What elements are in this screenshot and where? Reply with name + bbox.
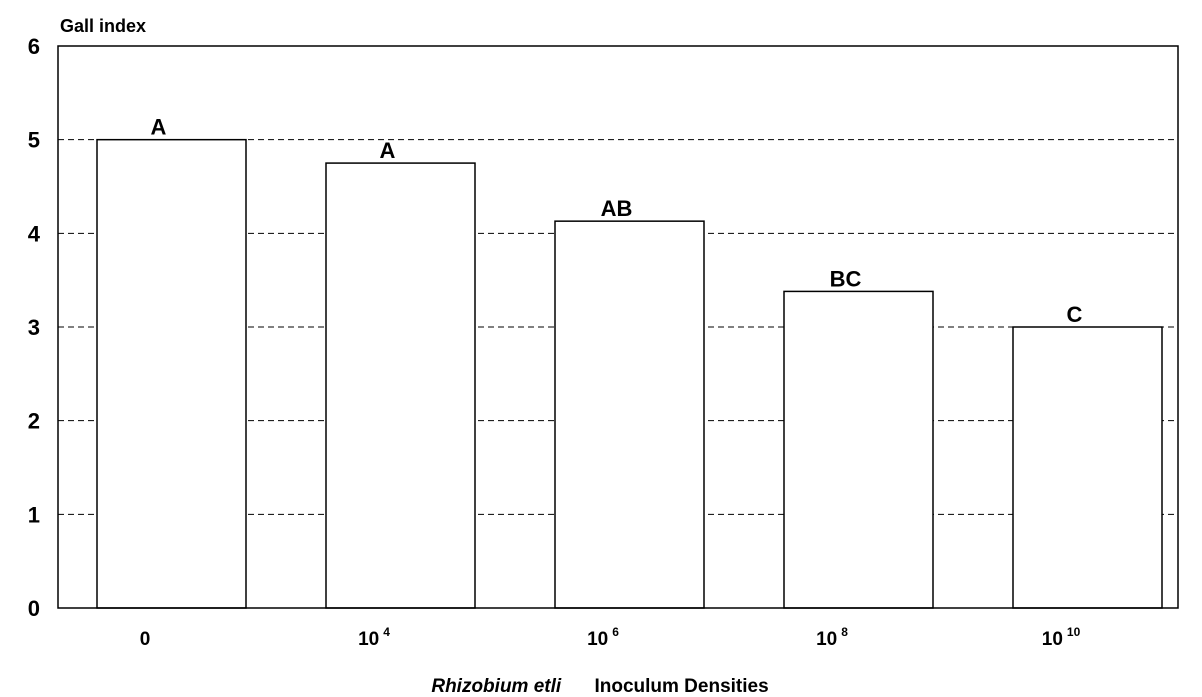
- x-tick-labels: 0 10 4 10 6 10 8 10 10: [140, 625, 1081, 650]
- bar-group-label: C: [1067, 302, 1083, 327]
- group-labels: A A AB BC C: [151, 115, 1083, 327]
- bar: [325, 162, 476, 609]
- bars: [96, 138, 1163, 609]
- y-tick-label: 1: [28, 502, 40, 527]
- x-axis-label-italic: Rhizobium etli: [431, 676, 562, 697]
- bar: [1012, 326, 1163, 609]
- x-axis-label-main: Inoculum Densities: [594, 676, 768, 697]
- y-tick-label: 5: [28, 128, 40, 153]
- bar: [554, 220, 705, 609]
- y-tick-label: 6: [28, 34, 40, 59]
- bar: [783, 290, 934, 609]
- bar-group-label: AB: [601, 196, 633, 221]
- y-tick-label: 2: [28, 409, 40, 434]
- x-tick-label: 10 6: [587, 625, 619, 650]
- y-axis-label: Gall index: [60, 16, 146, 36]
- plot-frame: [57, 45, 1179, 609]
- x-tick-label: 10 8: [816, 625, 848, 650]
- y-tick-label: 0: [28, 596, 40, 621]
- x-axis-label: Rhizobium etli Inoculum Densities: [431, 676, 768, 697]
- bar-group-label: BC: [830, 266, 862, 291]
- x-tick-label: 10 10: [1042, 625, 1081, 650]
- y-tick-label: 3: [28, 315, 40, 340]
- bar-group-label: A: [380, 138, 396, 163]
- x-tick-label: 0: [140, 629, 151, 650]
- x-tick-label: 10 4: [358, 625, 390, 650]
- y-tick-labels: 0 1 2 3 4 5 6: [28, 34, 41, 621]
- bar: [96, 138, 247, 609]
- y-tick-label: 4: [28, 221, 41, 246]
- bar-group-label: A: [151, 115, 167, 140]
